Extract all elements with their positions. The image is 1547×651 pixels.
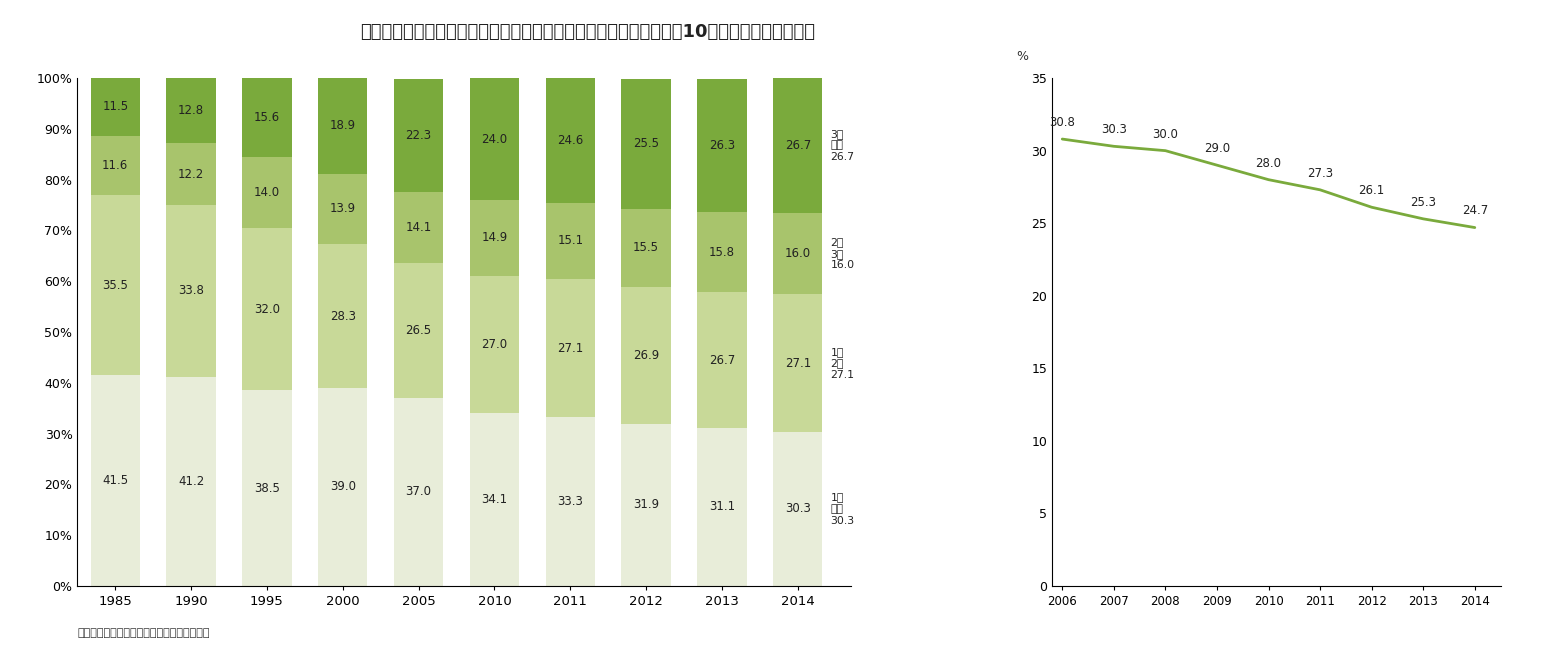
Text: 26.7: 26.7	[784, 139, 811, 152]
Text: 図表１　結婚生活に入ってから第一子出生までの期間別比率および10か月未満の割合の推移: 図表１ 結婚生活に入ってから第一子出生までの期間別比率および10か月未満の割合の…	[360, 23, 815, 41]
Bar	[394, 192, 444, 264]
Bar	[546, 202, 596, 279]
Bar	[167, 377, 215, 586]
Bar	[243, 77, 291, 157]
Text: 29.0: 29.0	[1204, 142, 1230, 155]
Text: 41.5: 41.5	[102, 474, 128, 487]
Bar	[319, 244, 368, 388]
Text: 15.6: 15.6	[254, 111, 280, 124]
Text: 28.3: 28.3	[330, 309, 356, 322]
Bar	[243, 228, 291, 391]
Text: 33.8: 33.8	[178, 284, 204, 298]
Text: 15.5: 15.5	[633, 242, 659, 255]
Bar	[167, 143, 215, 205]
Bar	[774, 294, 823, 432]
Text: 28.0: 28.0	[1256, 156, 1281, 169]
Bar	[243, 157, 291, 228]
Bar	[698, 292, 747, 428]
Text: 27.1: 27.1	[557, 342, 583, 355]
Bar	[470, 413, 520, 586]
Bar	[91, 136, 139, 195]
Text: 14.1: 14.1	[405, 221, 432, 234]
Bar	[546, 279, 596, 417]
Text: 24.6: 24.6	[557, 133, 583, 146]
Text: 35.5: 35.5	[102, 279, 128, 292]
Bar	[774, 432, 823, 586]
Text: 12.8: 12.8	[178, 104, 204, 117]
Text: 出所：厚生労働省「人口動態統計」より作成: 出所：厚生労働省「人口動態統計」より作成	[77, 628, 210, 638]
Text: 2～
3年
16.0: 2～ 3年 16.0	[831, 237, 854, 270]
Bar	[394, 79, 444, 192]
Text: 25.3: 25.3	[1411, 196, 1436, 209]
Text: 1～
2年
27.1: 1～ 2年 27.1	[831, 346, 854, 380]
Bar	[167, 205, 215, 377]
Bar	[622, 424, 671, 586]
Text: 14.0: 14.0	[254, 186, 280, 199]
Text: 32.0: 32.0	[254, 303, 280, 316]
Text: 31.1: 31.1	[709, 501, 735, 514]
Text: 26.1: 26.1	[1358, 184, 1385, 197]
Text: 27.3: 27.3	[1307, 167, 1334, 180]
Text: 26.5: 26.5	[405, 324, 432, 337]
Bar	[622, 287, 671, 424]
Text: 39.0: 39.0	[330, 480, 356, 493]
Text: 11.5: 11.5	[102, 100, 128, 113]
Text: 11.6: 11.6	[102, 159, 128, 172]
Text: 30.3: 30.3	[1101, 123, 1126, 136]
Text: 34.1: 34.1	[481, 493, 507, 506]
Bar	[622, 208, 671, 287]
Text: 26.3: 26.3	[709, 139, 735, 152]
Bar	[774, 77, 823, 213]
Bar	[470, 200, 520, 275]
Bar	[698, 212, 747, 292]
Text: 1年
未満
30.3: 1年 未満 30.3	[831, 492, 854, 525]
Bar	[91, 375, 139, 586]
Text: 38.5: 38.5	[254, 482, 280, 495]
Bar	[243, 391, 291, 586]
Text: 15.1: 15.1	[557, 234, 583, 247]
Text: 27.1: 27.1	[784, 357, 811, 370]
Text: 24.7: 24.7	[1462, 204, 1488, 217]
Bar	[622, 79, 671, 208]
Bar	[698, 79, 747, 212]
Text: 12.2: 12.2	[178, 167, 204, 180]
Bar	[774, 213, 823, 294]
Text: %: %	[1016, 50, 1029, 63]
Text: 22.3: 22.3	[405, 129, 432, 142]
Bar	[167, 78, 215, 143]
Text: 27.0: 27.0	[481, 338, 507, 351]
Text: 30.3: 30.3	[784, 503, 811, 516]
Bar	[319, 388, 368, 586]
Text: 30.0: 30.0	[1153, 128, 1179, 141]
Text: 41.2: 41.2	[178, 475, 204, 488]
Text: 26.7: 26.7	[709, 353, 735, 367]
Text: 14.9: 14.9	[481, 231, 507, 244]
Text: 24.0: 24.0	[481, 133, 507, 146]
Text: 18.9: 18.9	[330, 119, 356, 132]
Text: 13.9: 13.9	[330, 202, 356, 215]
Text: 3年
以上
26.7: 3年 以上 26.7	[831, 129, 854, 162]
Bar	[319, 77, 368, 174]
Bar	[394, 264, 444, 398]
Text: 26.9: 26.9	[633, 349, 659, 362]
Bar	[470, 78, 520, 200]
Bar	[546, 417, 596, 586]
Text: 33.3: 33.3	[557, 495, 583, 508]
Text: 30.8: 30.8	[1049, 116, 1075, 129]
Text: 15.8: 15.8	[709, 246, 735, 259]
Text: 31.9: 31.9	[633, 499, 659, 512]
Bar	[394, 398, 444, 586]
Text: 37.0: 37.0	[405, 486, 432, 499]
Bar	[470, 275, 520, 413]
Bar	[698, 428, 747, 586]
Bar	[319, 174, 368, 244]
Text: 25.5: 25.5	[633, 137, 659, 150]
Bar	[91, 77, 139, 136]
Bar	[546, 77, 596, 202]
Bar	[91, 195, 139, 375]
Text: 16.0: 16.0	[784, 247, 811, 260]
